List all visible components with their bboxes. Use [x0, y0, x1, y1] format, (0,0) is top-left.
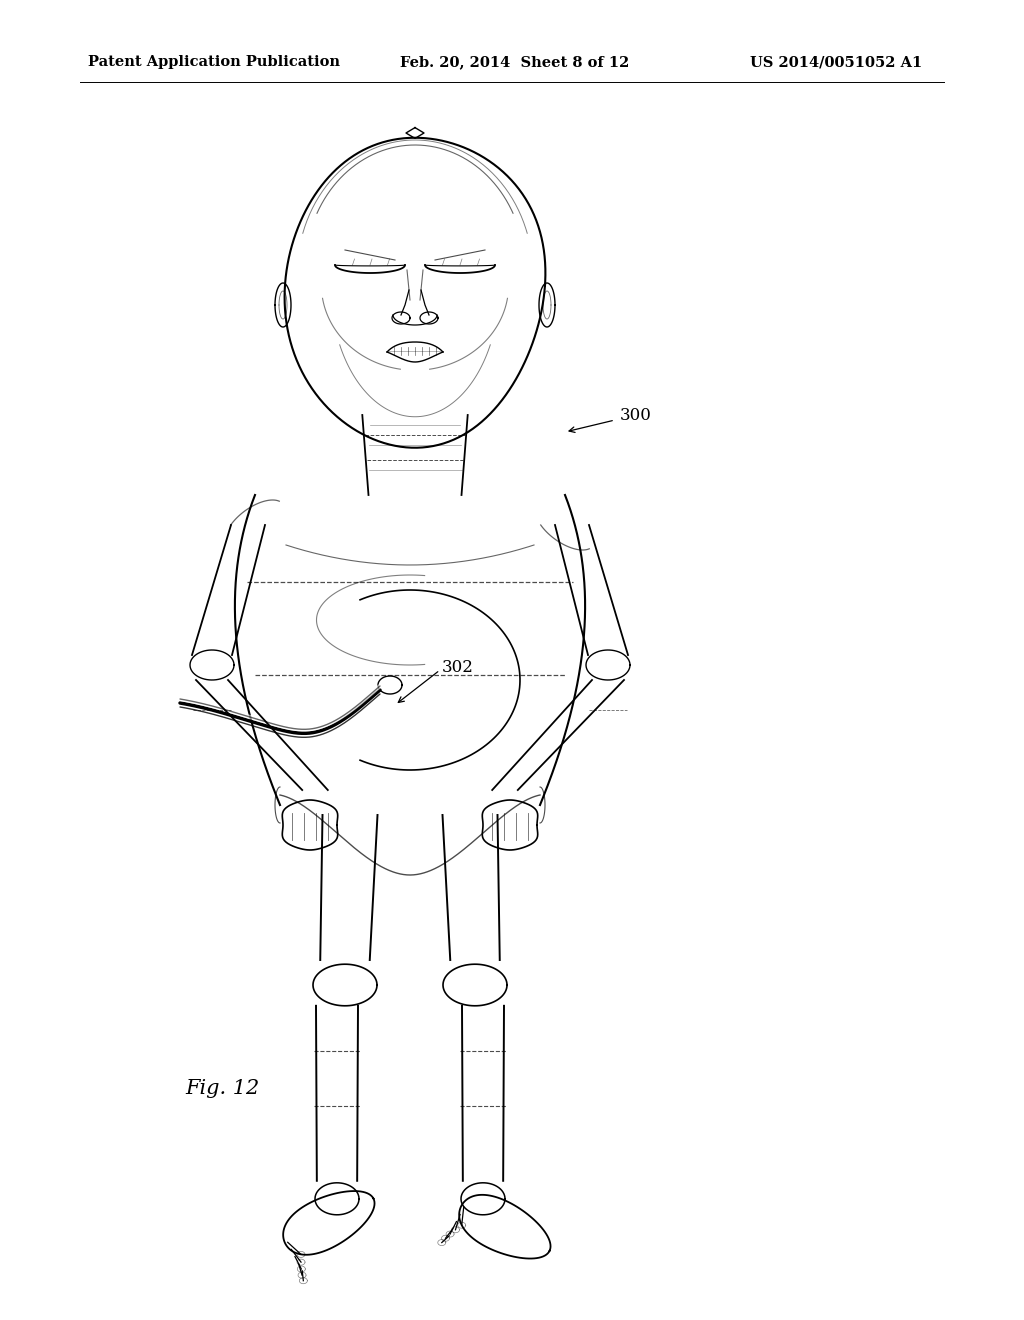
Text: US 2014/0051052 A1: US 2014/0051052 A1	[750, 55, 923, 69]
Text: Feb. 20, 2014  Sheet 8 of 12: Feb. 20, 2014 Sheet 8 of 12	[400, 55, 630, 69]
Text: Fig. 12: Fig. 12	[185, 1078, 259, 1097]
Text: 300: 300	[620, 408, 652, 425]
Text: Patent Application Publication: Patent Application Publication	[88, 55, 340, 69]
Text: 302: 302	[442, 659, 474, 676]
